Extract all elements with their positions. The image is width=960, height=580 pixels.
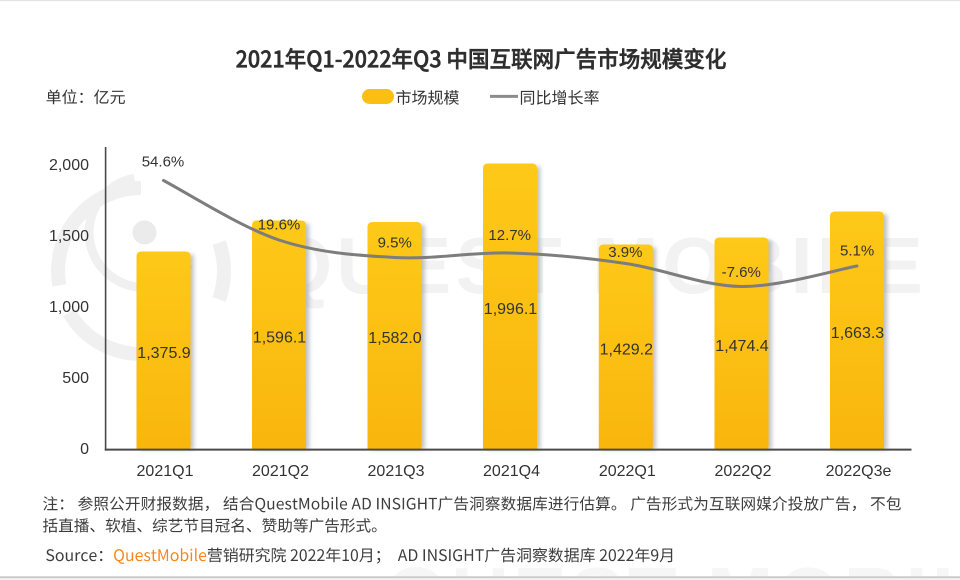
svg-text:2,000: 2,000 [49, 157, 89, 174]
svg-text:19.6%: 19.6% [258, 217, 301, 234]
svg-text:54.6%: 54.6% [142, 153, 185, 170]
svg-text:3.9%: 3.9% [608, 244, 642, 261]
svg-text:1,500: 1,500 [49, 228, 89, 245]
svg-text:2022Q3e: 2022Q3e [826, 463, 892, 480]
svg-text:2021Q2: 2021Q2 [252, 463, 309, 480]
svg-text:2022Q2: 2022Q2 [715, 463, 772, 480]
svg-text:1,474.4: 1,474.4 [715, 338, 768, 355]
svg-text:500: 500 [62, 370, 89, 387]
svg-text:1,663.3: 1,663.3 [831, 325, 884, 342]
svg-text:QUEST MOBILE: QUEST MOBILE [385, 551, 960, 580]
svg-text:5.1%: 5.1% [840, 243, 874, 260]
svg-text:12.7%: 12.7% [488, 227, 531, 244]
svg-text:1,375.9: 1,375.9 [137, 345, 190, 362]
svg-text:1,429.2: 1,429.2 [600, 341, 653, 358]
svg-text:0: 0 [80, 441, 89, 458]
svg-text:-7.6%: -7.6% [722, 264, 761, 281]
svg-text:1,582.0: 1,582.0 [368, 330, 421, 347]
svg-text:2021Q3: 2021Q3 [368, 463, 425, 480]
svg-text:2021Q4: 2021Q4 [483, 463, 540, 480]
svg-text:1,000: 1,000 [49, 299, 89, 316]
svg-text:2022Q1: 2022Q1 [599, 463, 656, 480]
svg-text:9.5%: 9.5% [378, 234, 412, 251]
svg-text:2021Q1: 2021Q1 [137, 463, 194, 480]
svg-text:1,996.1: 1,996.1 [484, 301, 537, 318]
svg-text:1,596.1: 1,596.1 [253, 329, 306, 346]
